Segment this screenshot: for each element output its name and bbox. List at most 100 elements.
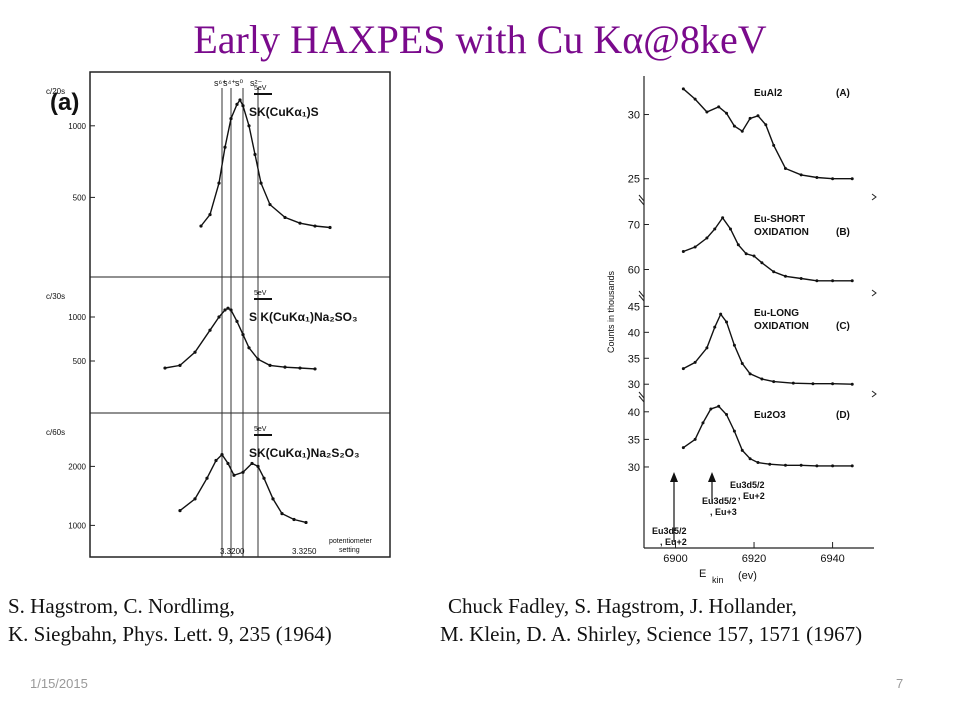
data-point [719,312,723,316]
x-axis-label: E [699,568,706,580]
data-point [271,497,275,501]
y-tick-label: 500 [73,357,87,366]
y-tick-label: 2000 [68,462,86,471]
y-tick-label: 1000 [68,122,86,131]
data-point [783,463,787,467]
data-point [732,429,736,433]
y-tick-label: 70 [628,220,640,232]
data-point [850,382,854,386]
spectrum-line [683,216,853,282]
slide-date: 1/15/2015 [30,676,88,691]
axis-break [871,289,877,297]
data-point [748,457,752,461]
annotation-arrowhead [708,472,716,482]
figure-europium-spectra: Counts in thousands 25 30 EuAl2 (A) 60 70 Eu-SH… [594,72,882,585]
data-point [241,470,245,474]
data-point [725,111,729,115]
x-axis-label: (ev) [738,570,757,582]
data-point [760,261,764,265]
data-point [717,105,721,109]
data-point [208,328,212,332]
y-tick-label: 40 [628,327,640,339]
slide-page-number: 7 [896,676,904,691]
data-point [313,367,317,371]
data-point [740,448,744,452]
annotation-label: Eu3d5/2 [730,480,765,490]
data-point [217,315,221,319]
y-tick-label: 1000 [68,521,86,530]
data-point [725,320,729,324]
axis-break [638,391,645,403]
annotation-label: , Eu+2 [660,537,687,547]
data-point [223,308,227,312]
data-point [223,145,227,149]
sample-label: Eu-LONG [754,308,799,319]
spectrum-line [200,98,331,229]
data-point [304,520,308,525]
spectrum-line [682,88,853,180]
data-point [681,250,685,253]
y-tick-label: 1000 [68,313,86,322]
data-point [693,245,697,249]
spectrum-label: SK(CuKα₁)S [249,105,319,119]
data-point [760,377,764,381]
data-point [693,437,697,441]
data-point [193,350,197,354]
spectrum-label: S K(CuKα₁)Na₂SO₃ [249,310,358,324]
data-point [681,87,685,91]
top-label: s⁶⁺ [214,78,227,88]
data-point [744,252,748,256]
sample-tag: (A) [836,88,850,99]
data-point [772,143,776,147]
data-point [681,367,685,371]
data-point [831,382,835,386]
axis-break [638,290,645,302]
axis-break [871,193,877,201]
data-point [850,464,854,468]
data-point [283,365,287,369]
data-point [229,117,233,121]
slide-title: Early HAXPES with Cu Kα@8keV [193,17,767,62]
top-label: s⁴⁺ [223,78,236,88]
sample-label: OXIDATION [754,227,809,238]
data-point [756,461,760,465]
y-axis-label: c/20s [46,87,65,96]
data-point [740,129,744,133]
data-point [701,421,705,425]
sample-tag: (D) [836,410,850,421]
data-point [238,98,242,102]
data-point [313,224,317,228]
y-tick-label: 30 [628,110,640,122]
data-point [235,319,239,323]
citation-right-line2: M. Klein, D. A. Shirley, Science 157, 15… [440,622,863,646]
data-point [226,306,230,310]
y-axis-label: c/30s [46,292,65,301]
data-point [199,224,203,228]
top-label: s⁰ [235,78,244,88]
data-point [850,279,854,283]
data-point [705,346,709,350]
data-point [772,270,776,274]
scale-bar-label: 5eV [254,290,267,297]
y-tick-label: 40 [628,407,640,419]
data-point [791,381,795,385]
y-tick-label: 45 [628,301,640,313]
citation-left-line2: K. Siegbahn, Phys. Lett. 9, 235 (1964) [8,622,332,646]
data-point [728,227,732,231]
data-point [259,181,263,185]
axis-break [871,390,877,398]
citation-left-line1: S. Hagstrom, C. Nordlimg, [8,594,235,618]
data-point [725,413,729,417]
sulfur-spectra-chart: (a) s⁶⁺s⁴⁺s⁰ s²⁻ 500 1000 c/20s 5eV SK(CuKα₁)S… [46,71,391,558]
spectrum-line [682,405,853,467]
data-point [681,446,685,450]
data-point [235,102,239,106]
data-point [815,464,819,468]
data-point [268,202,272,207]
data-point [721,216,725,220]
panel-a-label: (a) [50,89,79,116]
data-point [193,497,197,501]
y-axis-label: Counts in thousands [606,270,616,353]
x-tick-label: 3.3250 [292,547,317,556]
data-point [220,453,224,457]
